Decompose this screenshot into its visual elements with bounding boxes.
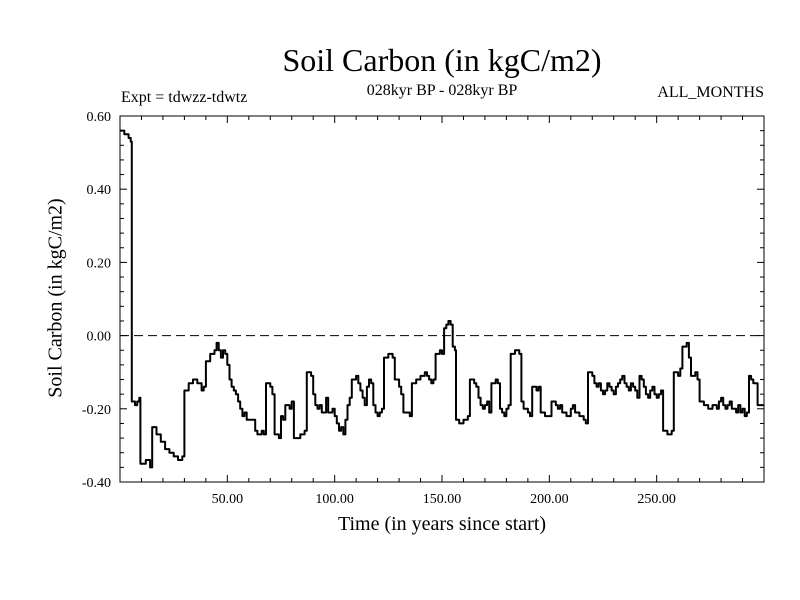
y-tick-label: -0.40	[82, 476, 111, 491]
chart-subtitle: 028kyr BP - 028kyr BP	[366, 82, 518, 99]
soil-carbon-series-line	[120, 129, 764, 469]
y-axis-title: Soil Carbon (in kgC/m2)	[44, 198, 67, 398]
plot-frame	[119, 115, 765, 483]
series-layer	[120, 129, 764, 469]
y-tick-label: 0.20	[87, 256, 112, 271]
experiment-label: Expt = tdwzz-tdwtz	[121, 89, 248, 106]
x-tick-label: 200.00	[530, 492, 569, 507]
x-tick-label: 100.00	[315, 492, 354, 507]
x-tick-label: 250.00	[637, 492, 676, 507]
tick-layer	[120, 116, 764, 482]
months-label: ALL_MONTHS	[657, 84, 764, 101]
chart-title: Soil Carbon (in kgC/m2)	[282, 42, 602, 78]
y-tick-label: -0.20	[82, 403, 111, 418]
x-tick-label: 150.00	[423, 492, 462, 507]
y-tick-label: 0.60	[87, 110, 112, 125]
x-tick-label: 50.00	[212, 492, 244, 507]
tick-label-layer: 50.00 100.00 150.00 200.00 250.00 -0.40 -0.20 0…	[82, 110, 676, 507]
y-tick-label: 0.00	[87, 330, 112, 345]
x-axis-title: Time (in years since start)	[337, 513, 547, 535]
y-tick-label: 0.40	[87, 183, 112, 198]
